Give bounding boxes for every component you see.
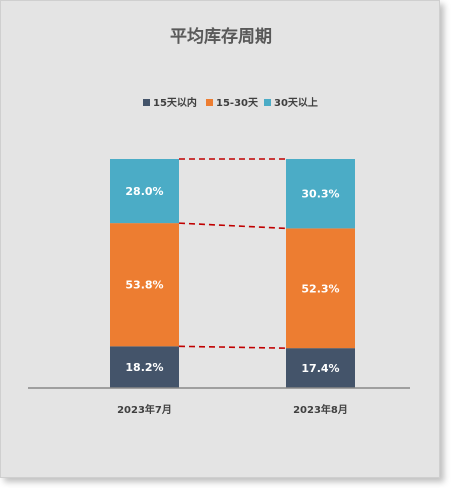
connector-line-0 xyxy=(178,345,287,349)
data-label-1-2: 30.3% xyxy=(301,188,339,201)
data-label-0-1: 53.8% xyxy=(125,279,163,292)
data-label-1-1: 52.3% xyxy=(301,282,339,295)
data-label-1-0: 17.4% xyxy=(301,362,339,375)
bar-segment-1-0 xyxy=(286,348,355,388)
connector-line-1 xyxy=(178,222,287,230)
connector-lines xyxy=(178,158,287,349)
data-label-0-0: 18.2% xyxy=(125,361,163,374)
legend: 15天以内 15-30天 30天以上 xyxy=(143,96,318,109)
bar-segment-1-2 xyxy=(286,159,355,229)
bar-segment-0-2 xyxy=(110,159,179,224)
data-label-0-2: 28.0% xyxy=(125,185,163,198)
bar-segment-1-1 xyxy=(286,228,355,349)
legend-swatch-2 xyxy=(264,99,271,106)
bars xyxy=(110,159,355,388)
data-labels: 18.2% 53.8% 28.0% 17.4% 52.3% 30.3% xyxy=(125,185,339,375)
legend-swatch-0 xyxy=(143,99,150,106)
category-labels: 2023年7月 2023年8月 xyxy=(117,403,348,416)
category-label-0: 2023年7月 xyxy=(117,403,172,416)
chart-title: 平均库存周期 xyxy=(170,26,272,47)
bar-segment-0-0 xyxy=(110,346,179,388)
stacked-bar-chart: 平均库存周期 15天以内 15-30天 30天以上 18.2%53.8%28.0%1… xyxy=(28,26,410,416)
bar-segment-0-1 xyxy=(110,223,179,347)
chart-frame: 平均库存周期 15天以内 15-30天 30天以上 18.2% 53.8% 28.0% 1… xyxy=(0,0,440,478)
legend-label-0: 15天以内 xyxy=(153,96,197,109)
legend-label-1: 15-30天 xyxy=(216,97,259,109)
category-label-1: 2023年8月 xyxy=(293,403,348,416)
legend-swatch-1 xyxy=(206,99,213,106)
legend-label-2: 30天以上 xyxy=(274,96,318,109)
